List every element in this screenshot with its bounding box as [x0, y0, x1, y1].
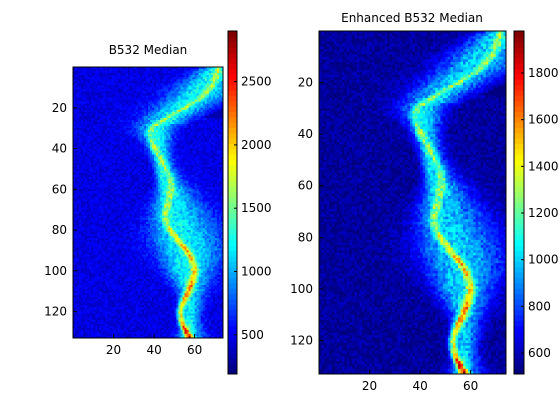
heatmap-cells: [73, 67, 223, 338]
plot-title: B532 Median: [109, 43, 188, 57]
